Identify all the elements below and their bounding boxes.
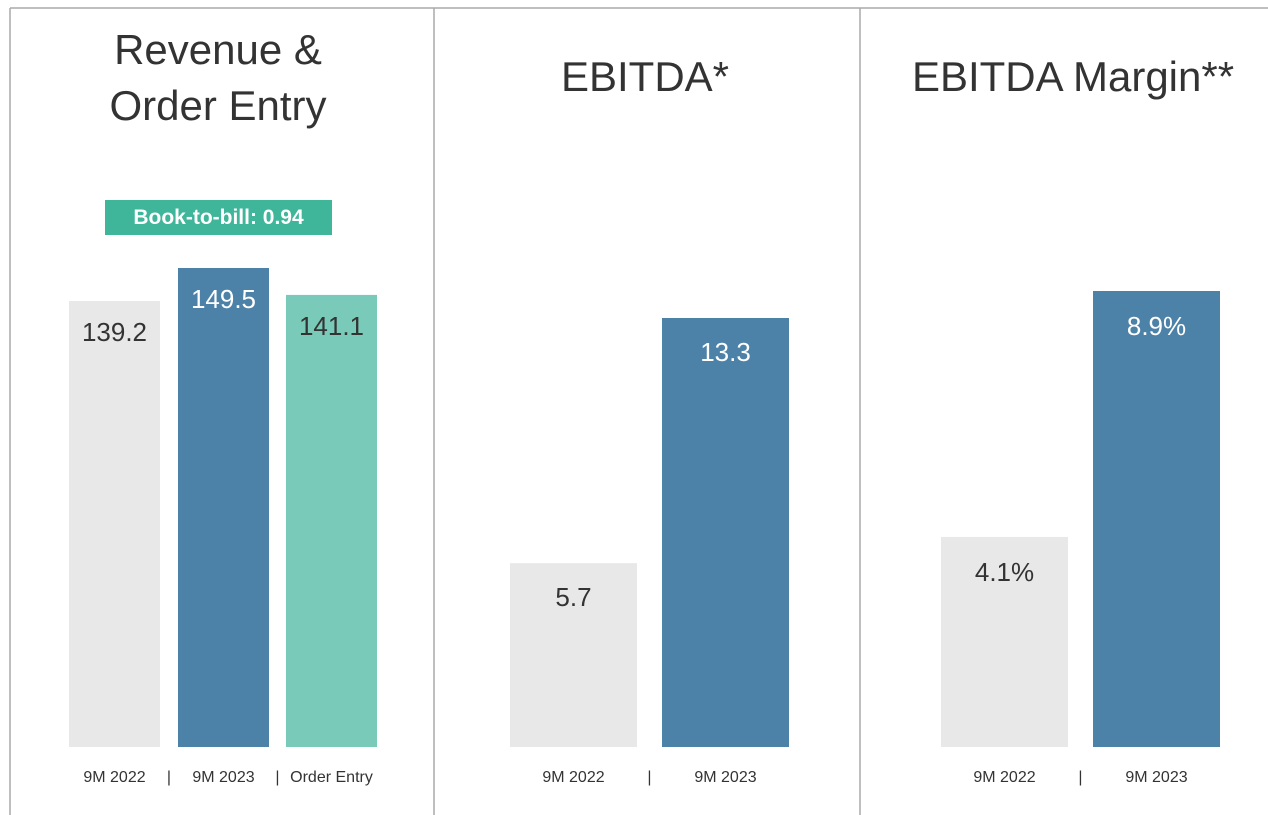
bar bbox=[1093, 291, 1220, 747]
x-tick-label: 9M 2022 bbox=[973, 769, 1035, 786]
bar bbox=[178, 268, 269, 747]
chart-title: EBITDA* bbox=[560, 53, 730, 100]
bar bbox=[510, 563, 637, 747]
chart-title: Revenue & Order Entry bbox=[109, 26, 327, 129]
x-tick-label: 9M 2023 bbox=[192, 769, 254, 786]
chart-title: EBITDA Margin** bbox=[911, 53, 1235, 100]
x-tick-label: 9M 2022 bbox=[83, 769, 145, 786]
data-label: 8.9% bbox=[1127, 311, 1186, 341]
bar bbox=[69, 301, 160, 747]
x-tick-label: 9M 2022 bbox=[542, 769, 604, 786]
data-label: 13.3 bbox=[700, 337, 751, 367]
bar bbox=[662, 318, 789, 747]
x-tick-label: Order Entry bbox=[290, 769, 373, 786]
separator: | bbox=[1078, 769, 1082, 786]
annotation-box bbox=[105, 200, 332, 235]
separator: | bbox=[167, 769, 171, 786]
data-label: 139.2 bbox=[82, 317, 147, 347]
data-label: 4.1% bbox=[975, 557, 1034, 587]
data-label: 5.7 bbox=[555, 582, 591, 612]
data-label: 149.5 bbox=[191, 284, 256, 314]
bar bbox=[941, 536, 1068, 747]
annotation: Book-to-bill: 0.94 bbox=[133, 206, 304, 229]
x-tick-label: 9M 2023 bbox=[1125, 769, 1187, 786]
separator: | bbox=[275, 769, 279, 786]
data-label: 141.1 bbox=[299, 311, 364, 341]
bar bbox=[286, 294, 377, 747]
separator: | bbox=[647, 769, 651, 786]
x-tick-label: 9M 2023 bbox=[694, 769, 756, 786]
